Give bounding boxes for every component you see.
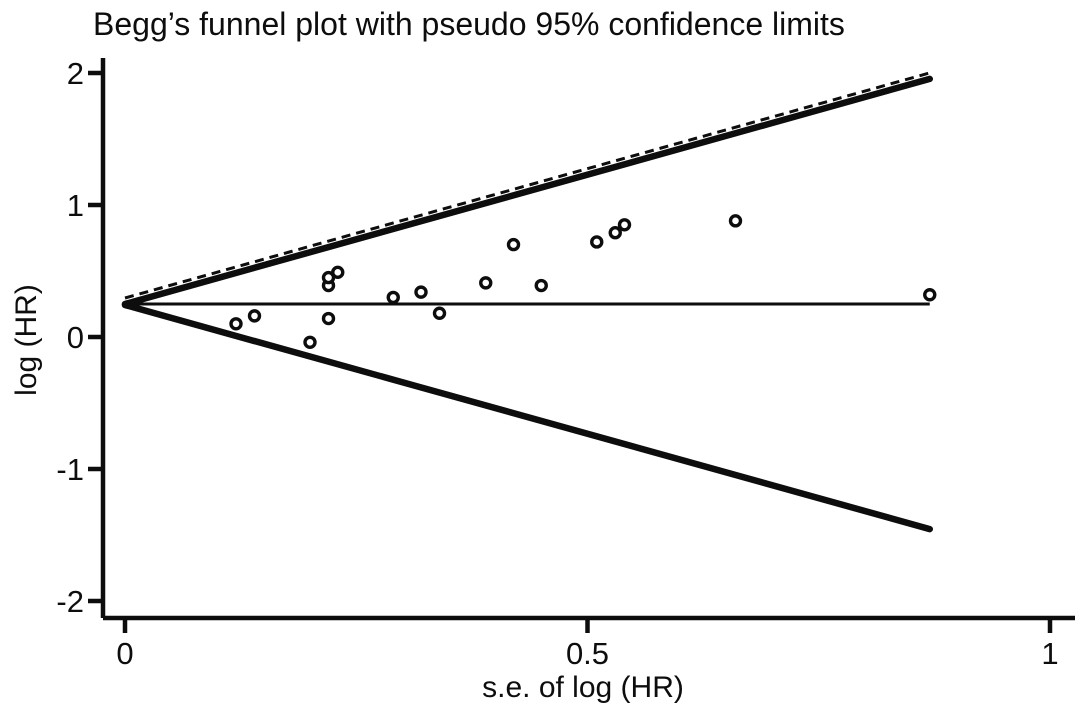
x-tick-label: 0 [116, 636, 133, 671]
study-point [590, 235, 604, 249]
study-point [331, 265, 345, 280]
study-point [608, 226, 622, 240]
study-point [923, 288, 937, 302]
x-axis-title: s.e. of log (HR) [482, 671, 684, 704]
study-point [229, 317, 243, 331]
y-tick-label: 1 [67, 188, 84, 223]
study-point [534, 278, 548, 293]
study-point [321, 311, 336, 326]
study-point [414, 285, 428, 299]
y-tick-label: -1 [56, 452, 84, 487]
study-point [247, 309, 262, 323]
x-tick-label: 1 [1041, 636, 1058, 671]
study-point [321, 270, 336, 285]
study-point [432, 306, 447, 320]
study-point [479, 276, 493, 290]
study-point [506, 237, 521, 252]
study-point [386, 290, 400, 305]
study-point [303, 335, 317, 349]
study-point [617, 218, 632, 232]
y-tick-label: 2 [67, 56, 84, 91]
upper-ci-limit-line [121, 75, 933, 308]
y-tick-label: -2 [56, 584, 84, 619]
x-tick-label: 0.5 [566, 636, 609, 671]
y-tick-label: 0 [67, 320, 84, 355]
chart-title: Begg’s funnel plot with pseudo 95% confi… [93, 6, 845, 42]
study-point [728, 214, 743, 228]
lower-ci-limit-line [121, 301, 933, 533]
upper-ci-dashed-line [124, 71, 931, 300]
